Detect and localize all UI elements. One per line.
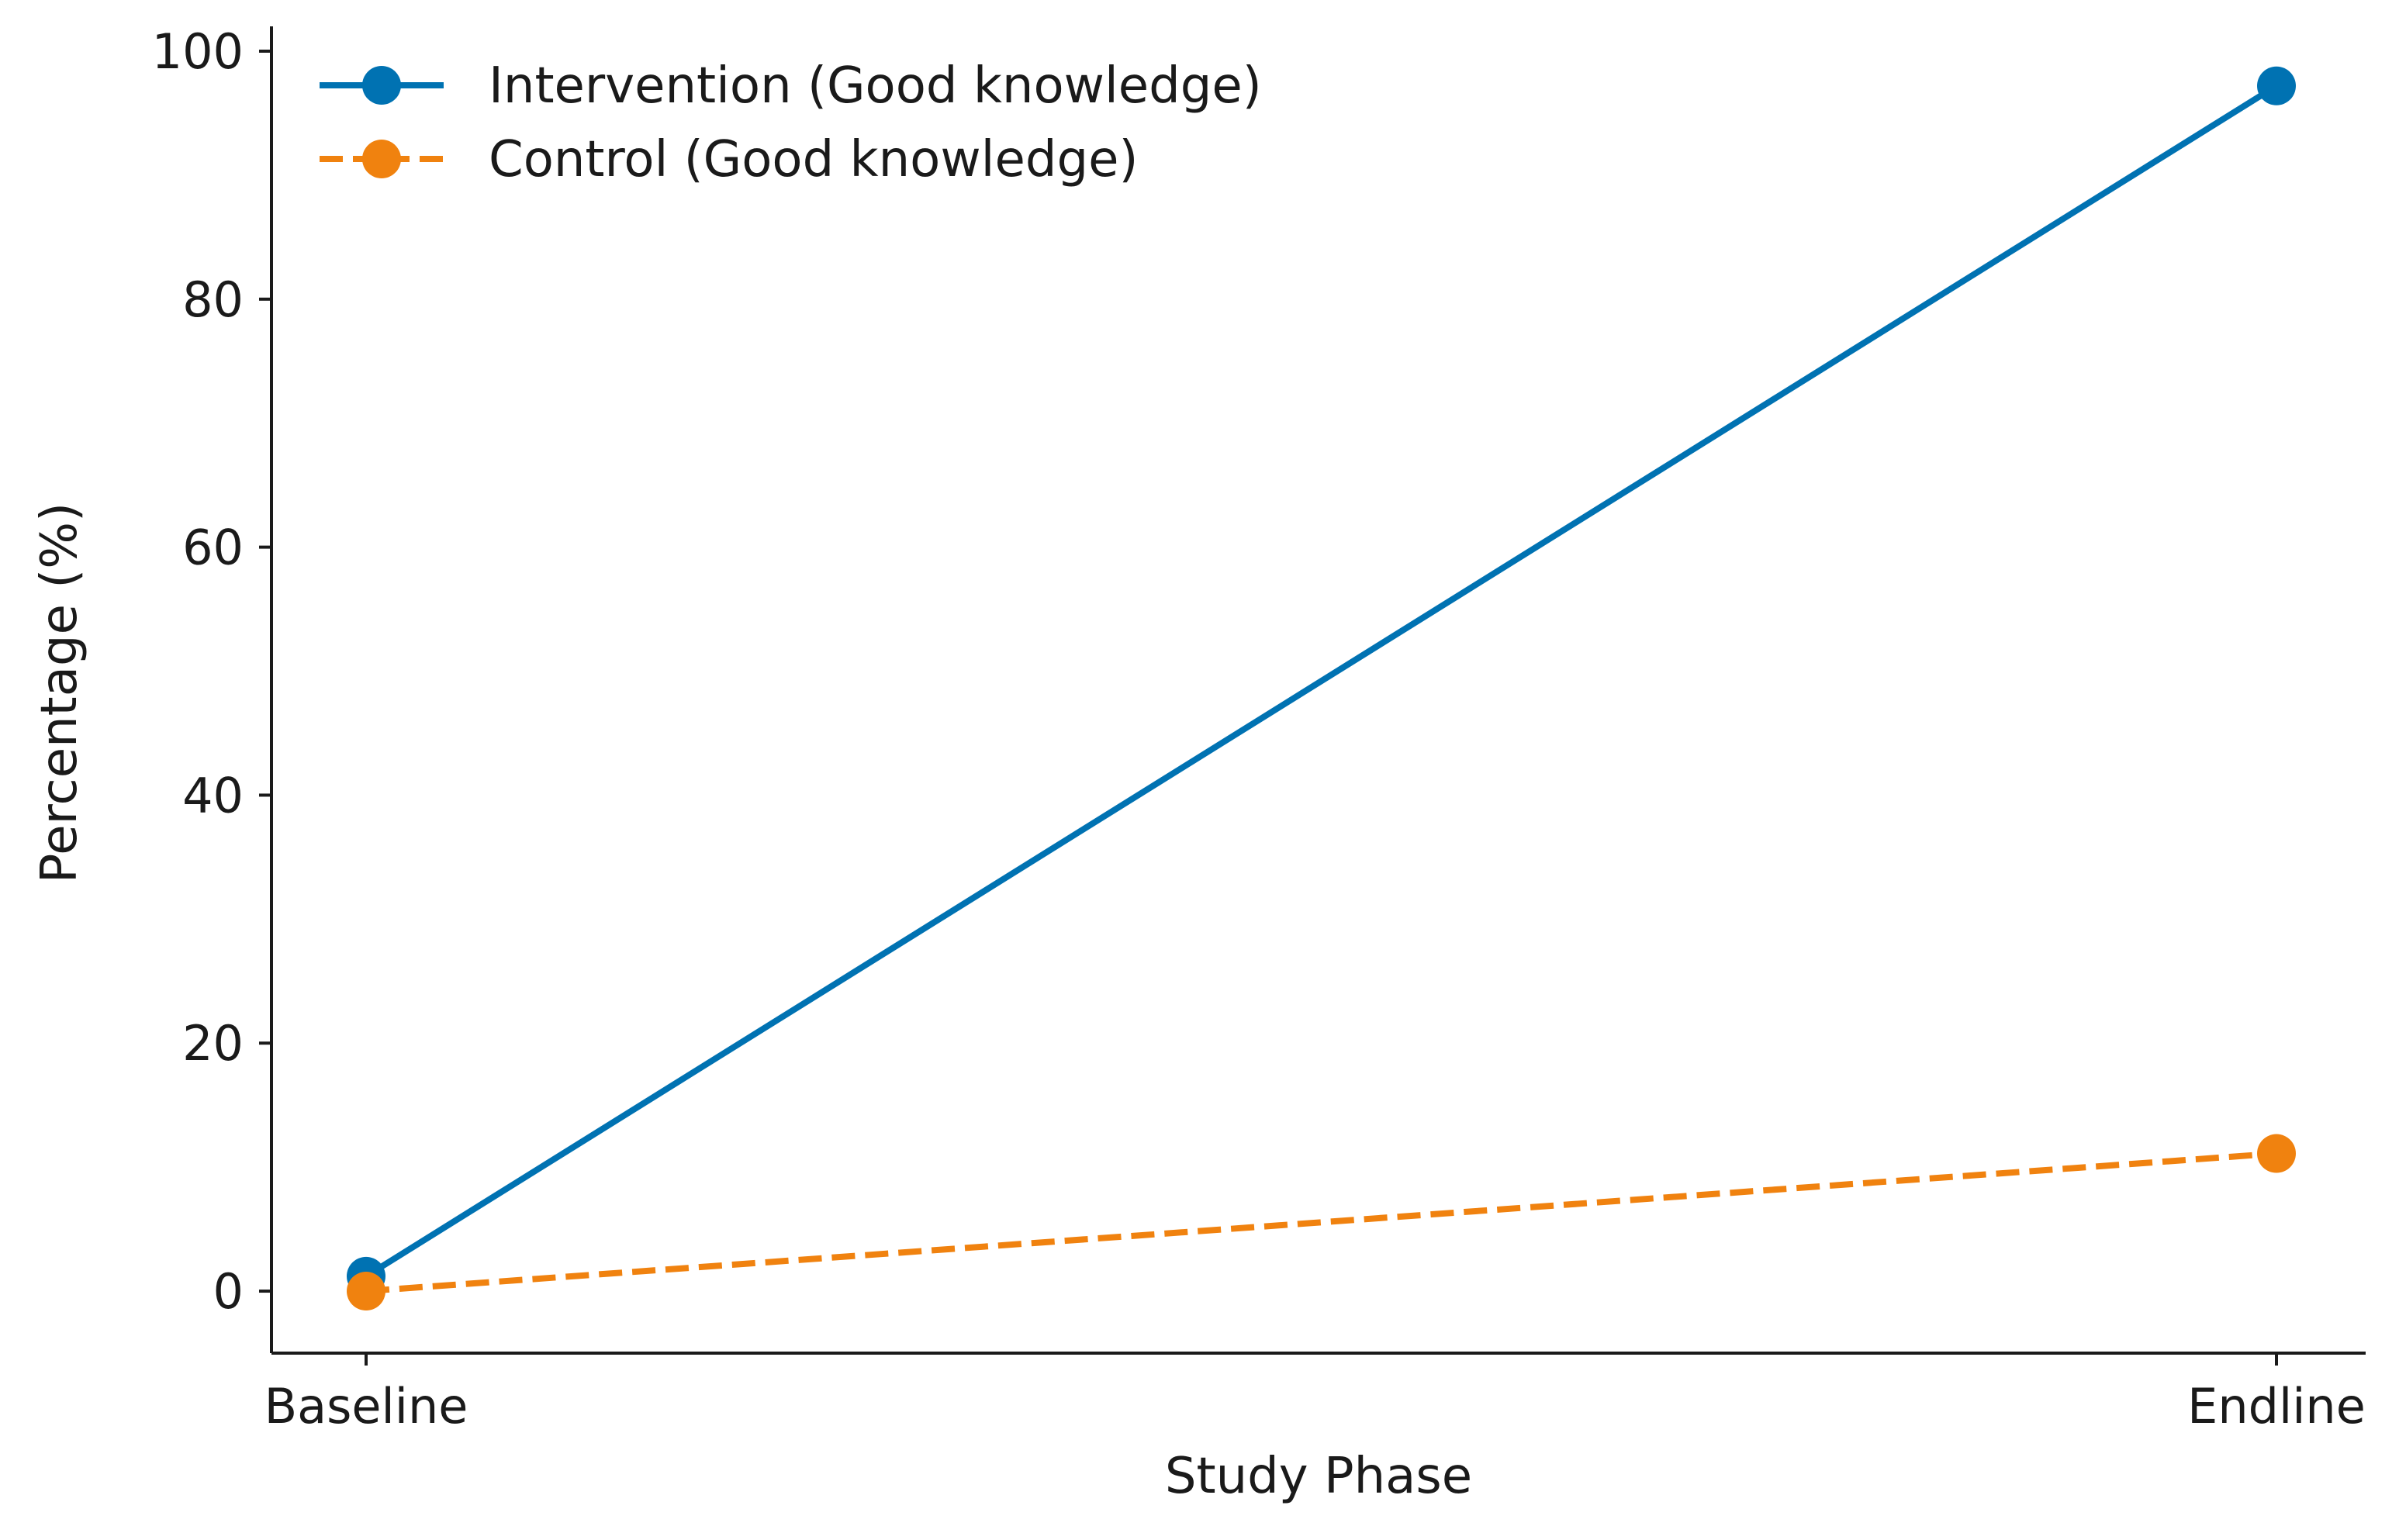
data-point (2257, 66, 2296, 105)
series-lines (347, 66, 2296, 1311)
data-point (2257, 1134, 2296, 1173)
legend-marker-2 (362, 140, 401, 178)
legend-marker-1 (362, 66, 401, 105)
data-point (347, 1272, 385, 1311)
y-tick-label: 100 (152, 23, 244, 80)
y-axis-label: Percentage (%) (31, 502, 88, 883)
x-tick-label: Endline (2187, 1378, 2366, 1435)
legend: Intervention (Good knowledge) Control (Go… (320, 57, 1262, 188)
y-tick-label: 80 (182, 271, 244, 328)
legend-label-2: Control (Good knowledge) (489, 131, 1138, 188)
y-tick-label: 20 (182, 1015, 244, 1072)
x-tick-label: Baseline (264, 1378, 468, 1435)
legend-label-1: Intervention (Good knowledge) (489, 57, 1262, 115)
series-line-1 (364, 83, 2279, 1279)
series-line-2 (365, 1150, 2277, 1295)
y-tick-label: 40 (182, 767, 244, 824)
y-tick-label: 60 (182, 520, 244, 576)
axes: 0 20 40 60 80 100 Baseline Endline (152, 23, 2366, 1435)
y-tick-label: 0 (213, 1263, 244, 1320)
x-axis-label: Study Phase (1165, 1448, 1472, 1505)
